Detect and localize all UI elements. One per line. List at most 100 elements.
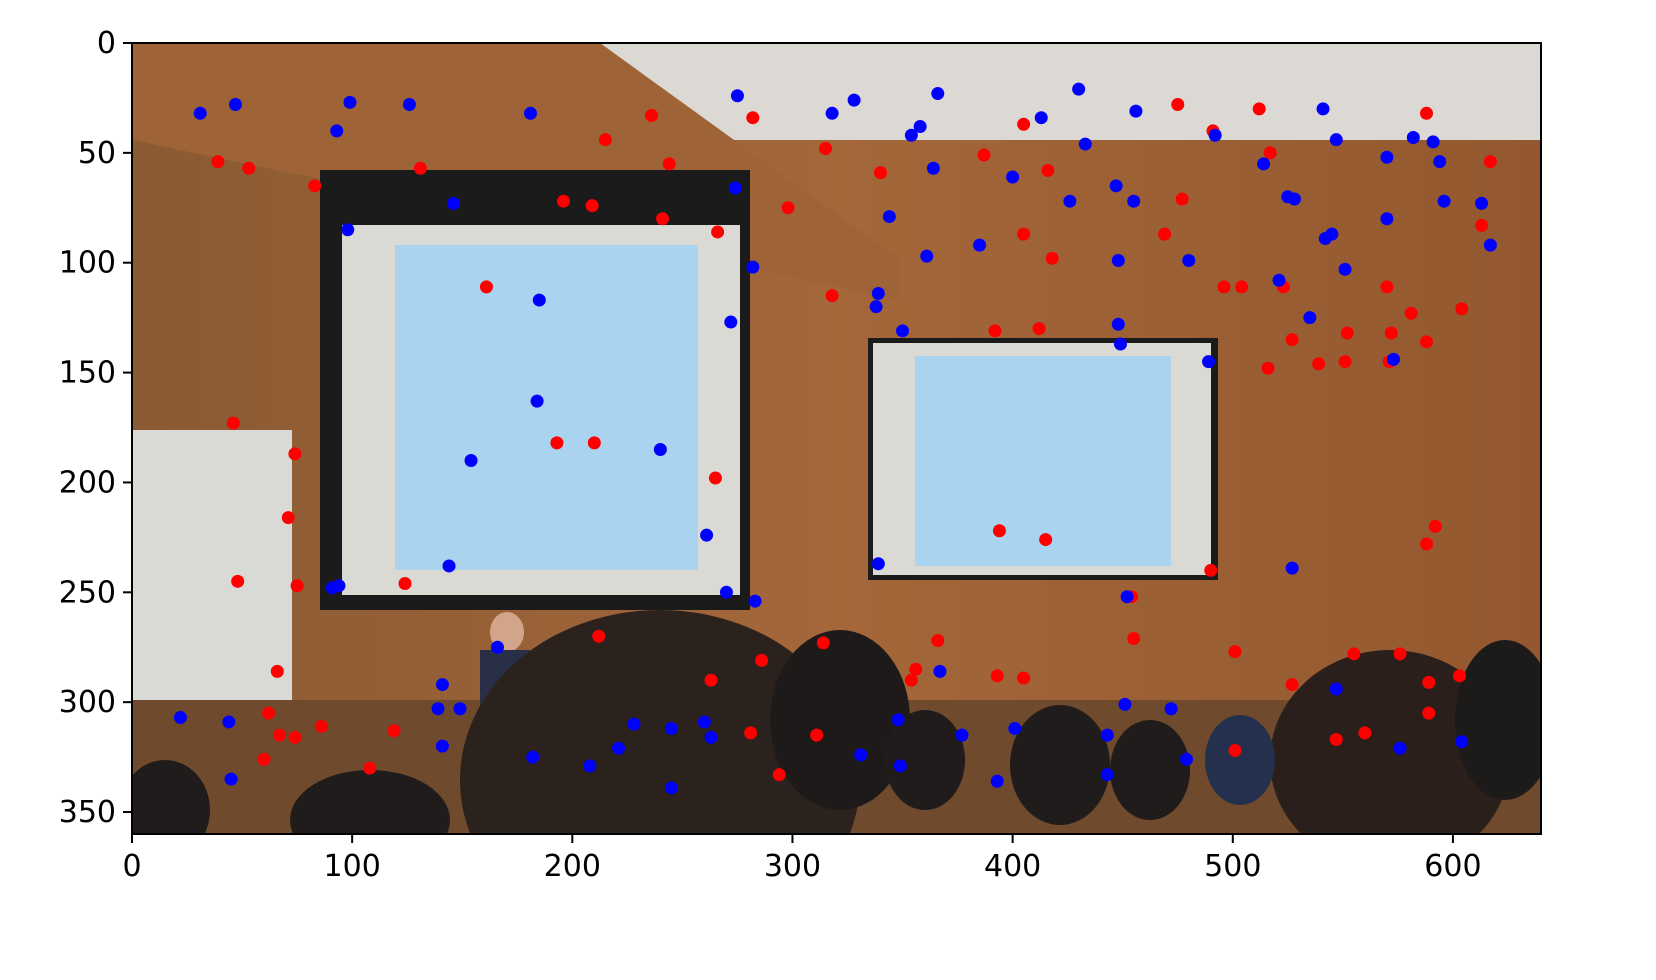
plot-frame bbox=[131, 42, 1542, 835]
point-series-0-11 bbox=[557, 194, 571, 208]
point-series-1-62 bbox=[1426, 135, 1440, 149]
point-series-1-75 bbox=[224, 772, 238, 786]
point-series-0-65 bbox=[1422, 675, 1436, 689]
point-series-0-82 bbox=[704, 673, 718, 687]
point-series-1-53 bbox=[1316, 102, 1330, 116]
point-series-1-19 bbox=[730, 89, 744, 103]
point-series-1-64 bbox=[1437, 194, 1451, 208]
point-series-1-69 bbox=[1285, 561, 1299, 575]
point-series-1-100 bbox=[1180, 752, 1194, 766]
point-series-1-21 bbox=[724, 315, 738, 329]
point-series-1-33 bbox=[973, 238, 987, 252]
point-series-1-41 bbox=[1129, 104, 1143, 118]
point-series-0-23 bbox=[818, 141, 832, 155]
point-series-1-84 bbox=[627, 717, 641, 731]
point-series-0-35 bbox=[1158, 227, 1172, 241]
point-series-0-83 bbox=[744, 726, 758, 740]
point-series-1-29 bbox=[913, 119, 927, 133]
point-series-1-83 bbox=[612, 741, 626, 755]
x-tick-label: 500 bbox=[1204, 849, 1261, 884]
point-series-1-51 bbox=[1287, 192, 1301, 206]
point-series-0-12 bbox=[585, 199, 599, 213]
point-series-1-22 bbox=[825, 106, 839, 120]
point-series-1-2 bbox=[330, 124, 344, 138]
point-series-0-62 bbox=[1285, 678, 1299, 692]
point-series-0-19 bbox=[781, 201, 795, 215]
point-series-0-41 bbox=[1261, 361, 1275, 375]
point-series-1-17 bbox=[442, 559, 456, 573]
y-tick-label: 200 bbox=[59, 465, 116, 500]
point-series-1-71 bbox=[1393, 741, 1407, 755]
point-series-1-6 bbox=[446, 196, 460, 210]
point-series-0-79 bbox=[363, 761, 377, 775]
point-series-0-51 bbox=[1420, 106, 1434, 120]
point-series-0-2 bbox=[308, 179, 322, 193]
point-series-1-85 bbox=[664, 722, 678, 736]
point-series-0-18 bbox=[746, 111, 760, 125]
point-series-1-9 bbox=[530, 394, 544, 408]
point-series-0-64 bbox=[1393, 647, 1407, 661]
point-series-0-71 bbox=[1358, 726, 1372, 740]
point-series-1-1 bbox=[228, 98, 242, 112]
point-series-1-3 bbox=[343, 95, 357, 109]
y-tick-label: 100 bbox=[59, 246, 116, 281]
point-series-1-86 bbox=[664, 781, 678, 795]
point-series-1-36 bbox=[1063, 194, 1077, 208]
point-series-1-12 bbox=[700, 528, 714, 542]
point-series-1-98 bbox=[1118, 697, 1132, 711]
point-series-0-68 bbox=[1420, 537, 1434, 551]
x-tick-label: 100 bbox=[324, 849, 381, 884]
point-series-1-0 bbox=[193, 106, 207, 120]
point-series-0-85 bbox=[772, 768, 786, 782]
y-tick-label: 350 bbox=[59, 795, 116, 830]
point-series-1-87 bbox=[697, 715, 711, 729]
point-series-1-78 bbox=[435, 739, 449, 753]
point-series-0-89 bbox=[909, 662, 923, 676]
point-series-0-33 bbox=[1171, 98, 1185, 112]
point-series-1-18 bbox=[728, 181, 742, 195]
point-series-1-37 bbox=[1072, 82, 1086, 96]
y-tick-label: 0 bbox=[97, 26, 116, 61]
point-series-0-84 bbox=[755, 653, 769, 667]
point-series-0-86 bbox=[810, 728, 824, 742]
point-series-1-60 bbox=[1386, 352, 1400, 366]
point-series-0-43 bbox=[1285, 333, 1299, 347]
point-series-0-4 bbox=[288, 447, 302, 461]
point-series-0-0 bbox=[211, 155, 225, 169]
audience-head bbox=[770, 630, 910, 810]
point-series-0-10 bbox=[479, 280, 493, 294]
point-series-0-27 bbox=[988, 324, 1002, 338]
point-series-1-68 bbox=[1120, 590, 1134, 604]
point-series-1-38 bbox=[1078, 137, 1092, 151]
point-series-1-74 bbox=[222, 715, 236, 729]
audience-head bbox=[1010, 705, 1110, 825]
point-series-1-35 bbox=[1034, 111, 1048, 125]
point-series-1-13 bbox=[719, 585, 733, 599]
point-series-0-54 bbox=[1483, 155, 1497, 169]
point-series-1-79 bbox=[453, 702, 467, 716]
x-tick-label: 400 bbox=[984, 849, 1041, 884]
point-series-1-66 bbox=[1483, 238, 1497, 252]
point-series-0-32 bbox=[1045, 251, 1059, 265]
points-layer bbox=[173, 82, 1497, 795]
point-series-1-44 bbox=[1114, 337, 1128, 351]
y-axis: 0 50 100 150 200 250 300 350 bbox=[59, 26, 132, 830]
point-series-0-53 bbox=[1475, 218, 1489, 232]
point-series-0-77 bbox=[257, 752, 271, 766]
y-tick-label: 150 bbox=[59, 356, 116, 391]
audience-head bbox=[1110, 720, 1190, 820]
point-series-1-28 bbox=[904, 128, 918, 142]
point-series-0-66 bbox=[1422, 706, 1436, 720]
point-series-1-58 bbox=[1380, 212, 1394, 226]
point-series-1-30 bbox=[931, 87, 945, 101]
point-series-1-23 bbox=[847, 93, 861, 107]
audience-head bbox=[132, 760, 210, 834]
point-series-1-31 bbox=[926, 161, 940, 175]
point-series-1-39 bbox=[1109, 179, 1123, 193]
point-series-0-37 bbox=[1217, 280, 1231, 294]
y-tick-label: 50 bbox=[78, 136, 116, 171]
point-series-0-67 bbox=[1428, 519, 1442, 533]
point-series-0-9 bbox=[413, 161, 427, 175]
point-series-0-50 bbox=[1404, 306, 1418, 320]
point-series-0-91 bbox=[990, 669, 1004, 683]
